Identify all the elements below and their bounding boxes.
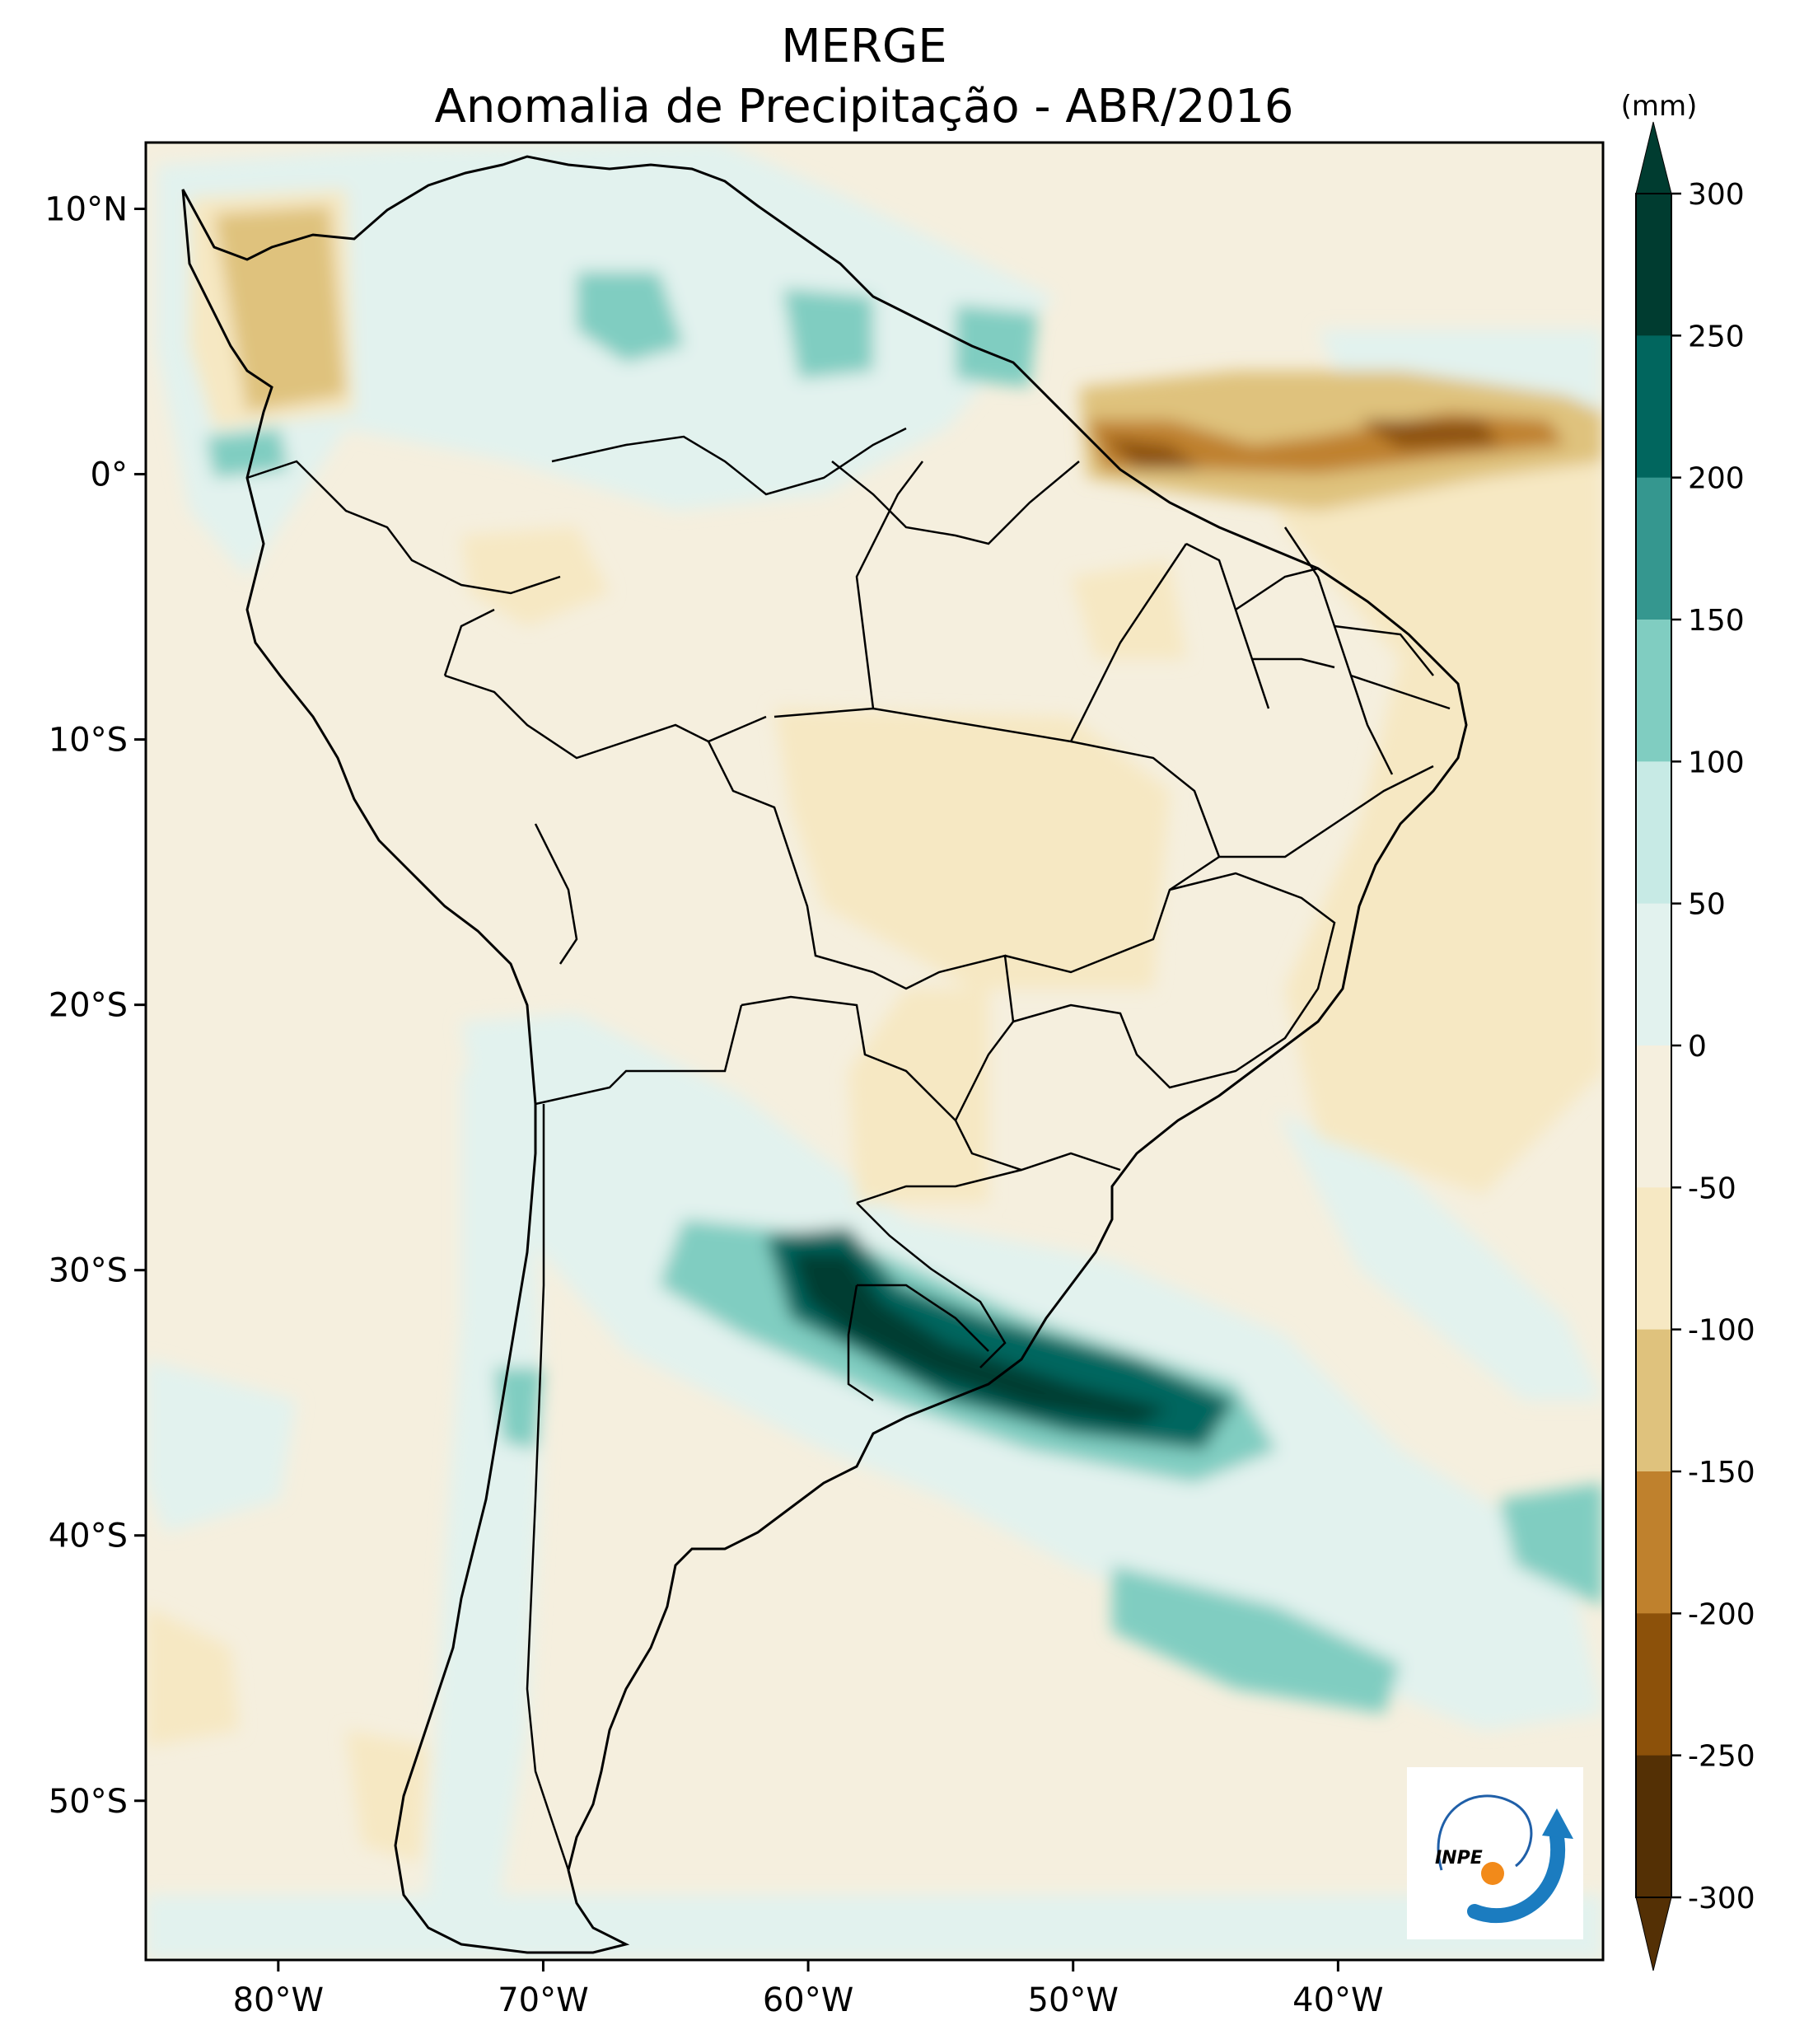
positive-anomaly-area [791, 1252, 1170, 1425]
colorbar-band [1636, 1045, 1671, 1188]
colorbar-extend-top [1635, 121, 1672, 194]
positive-anomaly-area [577, 272, 684, 362]
negative-anomaly-area [461, 527, 610, 626]
colorbar-band [1636, 477, 1671, 620]
positive-anomaly-area [783, 288, 873, 379]
colorbar-extend-bottom [1635, 1897, 1672, 1972]
positive-anomaly-area [1499, 1483, 1603, 1607]
longitude-axis: 80°W 70°W 60°W 50°W 40°W [233, 1960, 1384, 2019]
lat-tick-label: 0° [91, 456, 128, 494]
logo-box: INPE [1407, 1767, 1583, 1939]
colorbar-tick-label: 250 [1688, 320, 1745, 353]
colorbar-tick-label: 200 [1688, 462, 1745, 496]
map-frame [144, 141, 1605, 1962]
colorbar-band [1636, 1329, 1671, 1472]
colorbar-tick-label: 150 [1688, 604, 1745, 638]
positive-anomaly-area [157, 143, 1054, 577]
positive-anomaly-area [494, 1368, 544, 1450]
colorbar-tick-label: 100 [1688, 746, 1745, 779]
positive-anomaly-area [206, 428, 288, 478]
political-borders [246, 427, 1451, 1871]
positive-anomaly-area [766, 1228, 1236, 1450]
negative-anomaly-area [146, 1607, 239, 1747]
lon-tick-label: 60°W [763, 1981, 853, 2019]
negative-anomaly-area [1359, 420, 1499, 449]
negative-anomaly-area [346, 1730, 428, 1862]
map-title: MERGE [781, 20, 946, 73]
lon-tick-label: 80°W [233, 1981, 324, 2019]
colorbar-units: (mm) [1621, 90, 1698, 123]
colorbar-tick-label: -150 [1688, 1456, 1755, 1490]
colorbar-tick-label: -300 [1688, 1882, 1755, 1915]
positive-anomaly-area [1112, 1565, 1400, 1714]
logo-text: INPE [1435, 1848, 1483, 1869]
map-subtitle: Anomalia de Precipitação - ABR/2016 [435, 80, 1294, 133]
colorbar-band [1636, 620, 1671, 762]
lon-tick-label: 50°W [1028, 1981, 1119, 2019]
latitude-axis: 10°N 0° 10°S 20°S 30°S 40°S 50°S [44, 191, 146, 1821]
continent-outline [181, 155, 1468, 1954]
anomaly-field [146, 143, 1603, 1960]
negative-anomaly-area [1071, 560, 1186, 659]
negative-anomaly-area [1236, 428, 1603, 1195]
colorbar-band [1636, 1471, 1671, 1614]
lon-tick-label: 40°W [1292, 1981, 1383, 2019]
lat-tick-label: 30°S [49, 1252, 128, 1290]
colorbar-tick-label: 0 [1688, 1030, 1707, 1064]
negative-anomaly-area [774, 709, 1170, 989]
colorbar-band [1636, 761, 1671, 905]
positive-anomaly-area [1277, 1112, 1603, 1401]
colorbar-band [1636, 903, 1671, 1046]
positive-anomaly-area [146, 1895, 1603, 1960]
colorbar-band [1636, 1187, 1671, 1331]
colorbar-tick-label: 300 [1688, 178, 1745, 212]
negative-anomaly-area [214, 206, 346, 412]
colorbar-bands [1636, 194, 1671, 1898]
positive-anomaly-area [146, 1359, 297, 1532]
colorbar: (mm) 300 250 200 150 100 50 0 -50 -100 -150 -200 -2… [1621, 90, 1755, 1972]
lat-tick-label: 10°S [49, 722, 128, 760]
colorbar-band [1636, 1613, 1671, 1756]
lat-tick-label: 40°S [49, 1518, 128, 1555]
inpe-logo-icon: INPE [1435, 1794, 1573, 1924]
colorbar-ticks: 300 250 200 150 100 50 0 -50 -100 -150 -200 -250 -30… [1671, 178, 1755, 1915]
lat-tick-label: 10°N [44, 191, 128, 229]
negative-anomaly-area [1104, 437, 1203, 470]
colorbar-tick-label: -50 [1688, 1172, 1736, 1205]
colorbar-band [1636, 194, 1671, 336]
colorbar-tick-label: 50 [1688, 888, 1726, 922]
lat-tick-label: 50°S [49, 1783, 128, 1821]
colorbar-band [1636, 335, 1671, 479]
negative-anomaly-area [848, 989, 988, 1203]
colorbar-tick-label: -250 [1688, 1740, 1755, 1774]
colorbar-band [1636, 1755, 1671, 1898]
colorbar-tick-label: -200 [1688, 1597, 1755, 1631]
colorbar-tick-label: -100 [1688, 1314, 1755, 1348]
lat-tick-label: 20°S [49, 987, 128, 1025]
map-area: INPE [146, 143, 1603, 1960]
lon-tick-label: 70°W [498, 1981, 588, 2019]
